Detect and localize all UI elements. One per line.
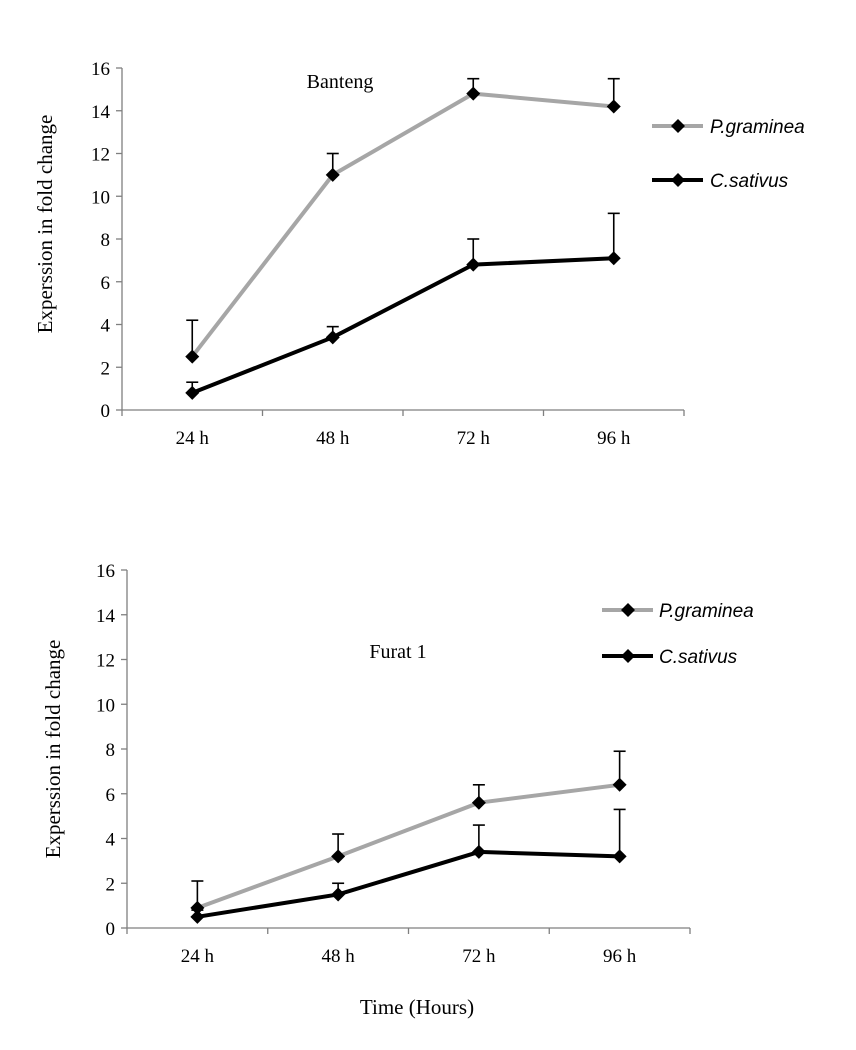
data-point: [612, 849, 627, 864]
data-point: [185, 385, 200, 400]
y-tick-label: 16: [96, 561, 115, 582]
data-point: [471, 844, 486, 859]
series-p-graminea: [185, 77, 621, 364]
data-point: [331, 849, 346, 864]
data-point: [466, 257, 481, 272]
y-tick-label: 16: [91, 59, 110, 80]
legend-marker-c-sativus: [621, 649, 635, 663]
data-point: [612, 777, 627, 792]
axes: 0 2 4 6 8 10 12 14 16 24 h 48 h 72 h 96 h: [91, 59, 685, 449]
y-axis-title: Experssion in fold change: [41, 640, 65, 859]
data-point: [466, 86, 481, 101]
legend: P.graminea C.sativus: [602, 601, 754, 668]
series-line: [196, 782, 620, 910]
legend-marker-c-sativus: [671, 173, 685, 187]
x-tick-label: 96 h: [603, 946, 637, 967]
y-tick-label: 0: [106, 919, 116, 940]
chart-title: Banteng: [307, 71, 374, 93]
y-tick-label: 14: [91, 102, 111, 123]
y-tick-label: 8: [106, 740, 116, 761]
y-tick-label: 4: [106, 830, 116, 851]
series-line: [190, 91, 614, 358]
series-c-sativus: [190, 808, 627, 924]
y-tick-label: 10: [91, 187, 110, 208]
chart-banteng: 0 2 4 6 8 10 12 14 16 24 h 48 h 72 h 96 h Banteng Ex…: [33, 59, 805, 449]
data-point: [325, 330, 340, 345]
legend-label-c-sativus: C.sativus: [710, 171, 789, 192]
series-p-graminea: [190, 750, 627, 915]
y-tick-label: 6: [101, 273, 111, 294]
legend-label-p-graminea: P.graminea: [710, 117, 805, 138]
x-tick-label: 72 h: [457, 428, 491, 449]
legend-marker-p-graminea: [621, 603, 635, 617]
y-tick-label: 14: [96, 606, 116, 627]
legend-label-c-sativus: C.sativus: [659, 647, 738, 668]
x-axis-title: Time (Hours): [360, 995, 474, 1019]
legend-label-p-graminea: P.graminea: [659, 601, 754, 622]
y-tick-label: 12: [91, 145, 110, 166]
x-tick-label: 24 h: [181, 946, 215, 967]
y-tick-label: 10: [96, 695, 115, 716]
data-point: [331, 887, 346, 902]
y-tick-label: 2: [101, 358, 111, 379]
data-point: [185, 349, 200, 364]
x-tick-label: 96 h: [597, 428, 631, 449]
y-tick-label: 2: [106, 874, 116, 895]
x-tick-label: 48 h: [322, 946, 356, 967]
axes: 0 2 4 6 8 10 12 14 16 24 h 48 h 72 h 96 h: [96, 561, 691, 967]
x-tick-label: 24 h: [176, 428, 210, 449]
chart-title: Furat 1: [369, 641, 426, 663]
series-c-sativus: [185, 212, 621, 400]
data-point: [190, 909, 205, 924]
y-tick-label: 6: [106, 785, 116, 806]
y-tick-label: 4: [101, 316, 111, 337]
data-point: [606, 99, 621, 114]
y-tick-label: 0: [101, 401, 111, 422]
data-point: [471, 795, 486, 810]
series-line: [191, 256, 614, 395]
x-tick-label: 72 h: [462, 946, 496, 967]
data-point: [190, 900, 205, 915]
legend: P.graminea C.sativus: [652, 117, 805, 192]
x-tick-label: 48 h: [316, 428, 350, 449]
y-tick-label: 8: [101, 230, 111, 251]
y-tick-label: 12: [96, 651, 115, 672]
data-point: [325, 167, 340, 182]
series-line: [197, 849, 620, 919]
legend-marker-p-graminea: [671, 119, 685, 133]
y-axis-title: Experssion in fold change: [33, 115, 57, 334]
data-point: [606, 251, 621, 266]
chart-furat-1: 0 2 4 6 8 10 12 14 16 24 h 48 h 72 h 96 h Furat 1 Ex…: [41, 561, 754, 1019]
